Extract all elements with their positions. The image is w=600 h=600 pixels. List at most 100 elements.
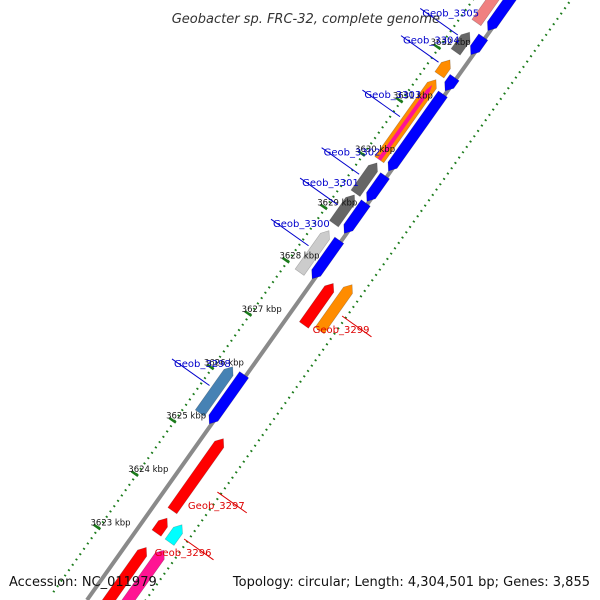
tick-dot xyxy=(199,382,203,385)
gene-arrow xyxy=(444,73,460,92)
tick-dot xyxy=(237,328,241,332)
tick-dot xyxy=(314,359,317,362)
kbp-major-tick xyxy=(130,470,139,477)
tick-dot xyxy=(112,504,116,508)
tick-dot xyxy=(401,236,404,239)
tick-dot xyxy=(165,430,169,433)
tick-dot xyxy=(552,22,556,26)
tick-dot xyxy=(169,424,173,428)
tick-dot xyxy=(343,179,347,183)
gene-label: Geob_3304 xyxy=(403,36,460,47)
tick-dot xyxy=(559,12,563,15)
tick-dot xyxy=(94,531,97,535)
gene-label: Geob_3301 xyxy=(302,178,359,189)
tick-dot xyxy=(378,268,382,271)
tick-dot xyxy=(222,350,226,353)
tick-dot xyxy=(301,238,305,241)
tick-dot xyxy=(174,556,178,560)
tick-dot xyxy=(139,467,143,471)
tick-dot xyxy=(291,391,295,394)
tick-dot xyxy=(295,385,299,389)
gene-label: Geob_3300 xyxy=(273,219,330,230)
tick-dot xyxy=(382,262,385,266)
tick-dot xyxy=(548,28,552,31)
tick-dot xyxy=(218,355,222,359)
tick-dot xyxy=(460,14,464,17)
tick-dot xyxy=(151,588,155,592)
tick-dot xyxy=(363,289,367,293)
tick-dot xyxy=(366,147,369,150)
tick-dot xyxy=(488,113,491,117)
kbp-major-tick xyxy=(395,96,404,104)
tick-dot xyxy=(427,198,431,202)
tick-dot xyxy=(438,182,442,186)
gene-label-leader xyxy=(419,8,459,36)
tick-dot xyxy=(514,76,518,79)
tick-dot xyxy=(411,83,415,86)
gene-label: Geob_3296 xyxy=(155,548,212,559)
tick-dot xyxy=(63,574,67,577)
tick-dot xyxy=(197,524,200,528)
tick-dot xyxy=(159,577,163,581)
tick-dot xyxy=(265,428,268,431)
tick-dot xyxy=(162,435,165,439)
kbp-ticks: 3623 kbp 3624 kbp 3625 kbp 3626 kbp 3627 kbp… xyxy=(91,38,471,531)
kbp-tick-label: 3631 kbp xyxy=(393,92,433,102)
kbp-major-tick xyxy=(206,363,215,371)
gene-label: Geob_3302 xyxy=(324,148,381,159)
tick-dot xyxy=(212,503,215,506)
tick-dot xyxy=(203,376,207,380)
tick-dot xyxy=(450,166,454,170)
tick-dot xyxy=(249,449,253,453)
tick-dot xyxy=(329,337,333,341)
tick-dot xyxy=(529,54,533,58)
gene-arrow xyxy=(101,547,148,600)
tick-dot xyxy=(476,129,480,133)
tick-dot xyxy=(442,177,446,181)
tick-dot xyxy=(131,478,135,481)
tick-dot xyxy=(354,163,358,166)
tick-dot xyxy=(499,97,503,101)
tick-dot xyxy=(299,380,302,383)
tick-dot xyxy=(336,327,340,330)
gene-label-leader xyxy=(299,177,338,206)
tick-dot xyxy=(147,593,151,597)
kbp-tick-label: 3630 kbp xyxy=(355,145,395,155)
tick-dot xyxy=(192,392,195,396)
gene-features xyxy=(101,0,517,600)
tick-dot xyxy=(537,44,540,47)
tick-dot xyxy=(321,348,325,351)
gene-arrow xyxy=(167,438,225,515)
tick-dot xyxy=(339,184,343,188)
tick-dot xyxy=(525,60,529,63)
kbp-major-tick xyxy=(433,43,442,51)
tick-dot xyxy=(189,535,193,538)
tick-dot xyxy=(465,145,469,149)
kbp-major-tick xyxy=(168,416,177,424)
kbp-tick-label: 3625 kbp xyxy=(166,412,206,422)
tick-dot xyxy=(193,529,197,533)
tick-dot xyxy=(359,294,363,298)
tick-dot xyxy=(325,343,329,346)
tick-dot xyxy=(282,264,286,268)
gene-label-leader xyxy=(183,538,214,561)
tick-dot xyxy=(56,584,59,588)
gene-label: Geob_3299 xyxy=(313,325,370,336)
kbp-major-tick xyxy=(357,150,366,157)
gene-arrow xyxy=(208,371,250,425)
tick-dot xyxy=(348,311,351,314)
tick-dot xyxy=(287,396,291,399)
tick-dot xyxy=(241,323,245,327)
gene-arrow xyxy=(377,85,433,161)
tick-dot xyxy=(200,519,204,522)
tick-dot xyxy=(294,248,298,252)
tick-dot xyxy=(283,401,287,405)
tick-dot xyxy=(306,369,310,373)
gene-arrow xyxy=(314,284,353,335)
tick-dot xyxy=(318,353,321,357)
tick-dot xyxy=(196,387,199,391)
kbp-major-tick xyxy=(93,523,102,531)
gene-label-leader xyxy=(217,491,248,514)
tick-dot xyxy=(246,455,249,458)
tick-dot xyxy=(328,200,332,204)
